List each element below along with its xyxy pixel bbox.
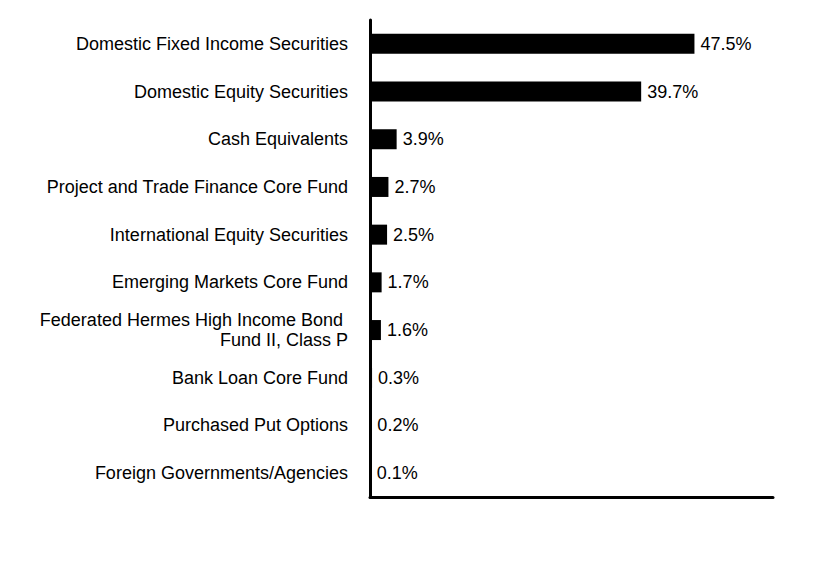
svg-text:Foreign Governments/Agencies: Foreign Governments/Agencies xyxy=(95,463,348,483)
svg-text:Fund II, Class P: Fund II, Class P xyxy=(220,330,348,350)
svg-text:Federated Hermes High Income B: Federated Hermes High Income Bond xyxy=(40,310,348,330)
svg-text:0.3%: 0.3% xyxy=(378,368,419,388)
svg-text:Project and Trade Finance Core: Project and Trade Finance Core Fund xyxy=(47,177,348,197)
svg-text:Domestic Fixed Income Securiti: Domestic Fixed Income Securities xyxy=(76,34,348,54)
svg-text:Purchased Put Options: Purchased Put Options xyxy=(163,415,348,435)
svg-text:39.7%: 39.7% xyxy=(647,82,698,102)
svg-text:Domestic Equity Securities: Domestic Equity Securities xyxy=(134,82,348,102)
svg-text:47.5%: 47.5% xyxy=(700,34,751,54)
svg-text:0.2%: 0.2% xyxy=(377,415,418,435)
svg-text:0.1%: 0.1% xyxy=(377,463,418,483)
svg-text:International Equity Securitie: International Equity Securities xyxy=(110,225,348,245)
svg-text:Bank Loan Core Fund: Bank Loan Core Fund xyxy=(172,368,348,388)
svg-text:Cash Equivalents: Cash Equivalents xyxy=(208,129,348,149)
svg-text:3.9%: 3.9% xyxy=(403,129,444,149)
svg-text:1.7%: 1.7% xyxy=(388,272,429,292)
svg-text:1.6%: 1.6% xyxy=(387,320,428,340)
svg-text:2.7%: 2.7% xyxy=(394,177,435,197)
svg-text:Emerging Markets Core Fund: Emerging Markets Core Fund xyxy=(112,272,348,292)
svg-text:2.5%: 2.5% xyxy=(393,225,434,245)
